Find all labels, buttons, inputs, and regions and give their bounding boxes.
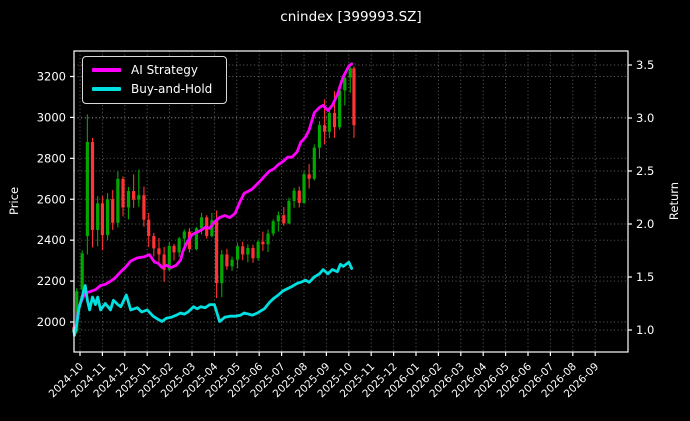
return-tick-label: 1.5 — [636, 270, 654, 284]
candle-body-up — [317, 125, 322, 148]
price-tick-label: 3200 — [37, 70, 66, 84]
candle-body-up — [126, 191, 131, 208]
candle-body-up — [182, 231, 186, 239]
candle-body-down — [241, 246, 245, 255]
candle-body-up — [266, 233, 270, 245]
price-tick-label: 2400 — [37, 233, 66, 247]
candle-body-down — [332, 112, 337, 128]
candle-body-up — [96, 203, 100, 230]
candle-body-down — [90, 141, 95, 230]
candle-body-down — [323, 125, 327, 132]
price-tick-label: 3000 — [37, 110, 66, 124]
legend: AI Strategy Buy-and-Hold — [82, 56, 228, 104]
candle-body-up — [116, 178, 120, 223]
candle-body-up — [276, 215, 280, 222]
candle-body-down — [282, 215, 286, 224]
candle-body-up — [75, 291, 79, 332]
candle-body-up — [210, 220, 214, 237]
candle-body-up — [167, 245, 171, 270]
candle-body-down — [261, 241, 265, 245]
return-tick-label: 1.0 — [636, 323, 654, 337]
return-tick-label: 3.5 — [636, 58, 654, 72]
legend-item-ai-strategy: AI Strategy — [92, 63, 212, 77]
candle-body-up — [137, 195, 141, 200]
legend-item-buy-and-hold: Buy-and-Hold — [92, 82, 212, 96]
candle-body-up — [287, 200, 291, 224]
price-tick-label: 2800 — [37, 151, 66, 165]
candle-body-down — [132, 191, 136, 200]
candle-body-up — [338, 90, 342, 128]
candle-body-down — [142, 195, 146, 220]
candle-body-up — [230, 259, 234, 267]
candle-body-down — [111, 199, 115, 223]
return-tick-label: 2.0 — [636, 217, 654, 231]
candle-body-up — [271, 221, 275, 234]
plot-frame — [73, 50, 629, 353]
return-tick-label: 3.0 — [636, 111, 654, 125]
price-tick-label: 2200 — [37, 274, 66, 288]
candle-body-down — [162, 254, 166, 270]
candle-body-down — [297, 190, 301, 203]
chart-title: cnindex [399993.SZ] — [280, 9, 422, 25]
candle-body-down — [225, 254, 229, 267]
buy-and-hold-line-swatch — [92, 87, 121, 91]
return-tick-label: 2.5 — [636, 164, 654, 178]
candle-body-up — [220, 254, 224, 284]
candle-body-up — [327, 112, 331, 132]
candle-body-up — [348, 68, 352, 78]
candle-body-up — [246, 247, 250, 255]
candle-body-up — [194, 228, 199, 250]
candle-body-up — [80, 253, 84, 290]
candle-body-down — [100, 203, 104, 236]
ai-strategy-line — [72, 62, 354, 336]
candle-body-down — [152, 236, 156, 249]
candle-body-down — [215, 220, 219, 284]
candle-body-down — [172, 245, 176, 253]
ai-strategy-line-swatch — [92, 68, 121, 72]
candle-body-up — [312, 147, 316, 179]
price-tick-label: 2600 — [37, 192, 66, 206]
return-axis-label: Return — [667, 181, 681, 221]
candle-body-up — [292, 190, 296, 201]
candle-body-down — [157, 248, 161, 255]
candle-body-up — [177, 238, 181, 253]
candle-body-down — [147, 219, 151, 237]
price-tick-label: 2000 — [37, 315, 66, 329]
candle-body-up — [199, 217, 204, 229]
candle-body-up — [256, 241, 260, 259]
candle-body-up — [105, 199, 110, 236]
candle-body-up — [302, 174, 306, 203]
candle-body-down — [307, 174, 311, 179]
candle-body-down — [121, 178, 125, 208]
candle-body-down — [251, 247, 255, 259]
legend-label: Buy-and-Hold — [131, 82, 213, 96]
candle-body-up — [235, 246, 240, 260]
candle-body-up — [85, 141, 89, 237]
legend-label: AI Strategy — [131, 63, 198, 77]
candle-body-down — [352, 68, 356, 126]
candle-body-up — [343, 77, 347, 91]
price-axis-label: Price — [7, 186, 21, 216]
buy-and-hold-line — [72, 260, 354, 337]
